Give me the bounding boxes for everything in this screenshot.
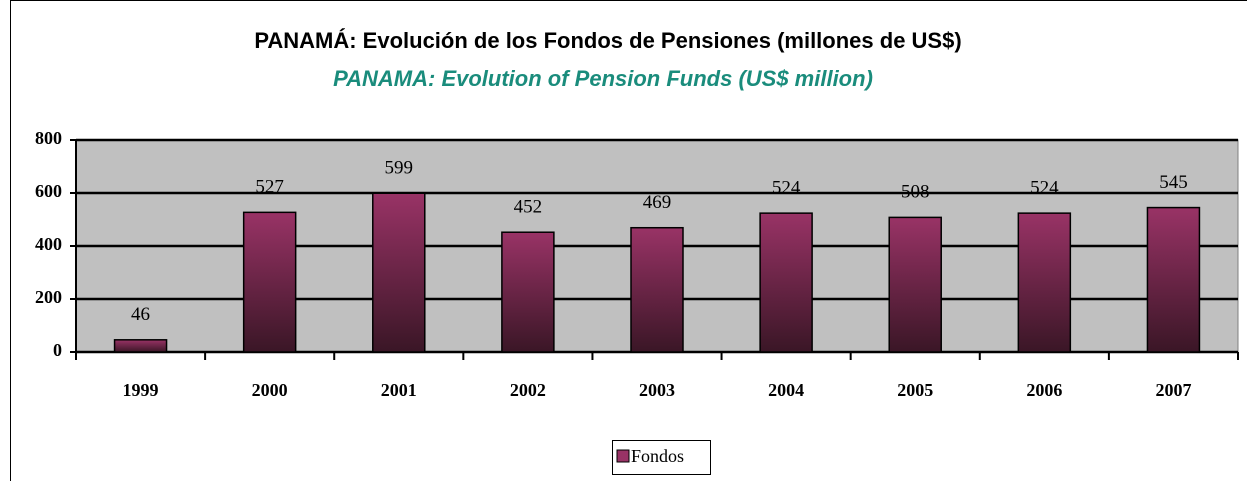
x-tick-label: 1999 (123, 380, 159, 400)
x-tick-label: 2002 (510, 380, 546, 400)
data-label: 524 (772, 177, 801, 198)
data-label: 545 (1159, 172, 1188, 193)
bar (113, 339, 168, 353)
bar (1146, 206, 1201, 353)
legend-swatch (616, 449, 630, 463)
y-tick-label: 600 (35, 181, 62, 201)
data-label: 469 (643, 192, 672, 213)
bar (372, 192, 426, 353)
bar (759, 212, 813, 353)
x-tick-label: 2006 (1026, 380, 1062, 400)
data-label: 527 (255, 177, 284, 198)
y-tick-label: 800 (35, 128, 62, 148)
x-tick-label: 2003 (639, 380, 675, 400)
bar (242, 211, 297, 353)
x-tick-label: 2005 (897, 380, 933, 400)
x-tick-label: 2001 (381, 380, 417, 400)
x-tick-label: 2004 (768, 380, 804, 400)
x-tick-label: 2000 (252, 380, 288, 400)
y-tick-label: 400 (35, 234, 62, 254)
bar (630, 226, 684, 353)
data-label: 508 (901, 182, 930, 203)
chart-frame (10, 0, 1247, 481)
legend: Fondos (612, 440, 711, 475)
legend-label: Fondos (631, 446, 684, 466)
chart-title: PANAMÁ: Evolución de los Fondos de Pensi… (254, 28, 961, 53)
y-tick-label: 0 (53, 340, 62, 360)
data-label: 452 (514, 197, 543, 218)
data-label: 599 (385, 158, 414, 179)
bar (1017, 212, 1072, 353)
data-label: 46 (131, 304, 150, 325)
x-tick-label: 2007 (1155, 380, 1191, 400)
data-label: 524 (1030, 177, 1059, 198)
bar (501, 231, 555, 353)
bar (888, 216, 942, 353)
chart-subtitle: PANAMA: Evolution of Pension Funds (US$ … (333, 66, 873, 91)
y-tick-label: 200 (35, 287, 62, 307)
